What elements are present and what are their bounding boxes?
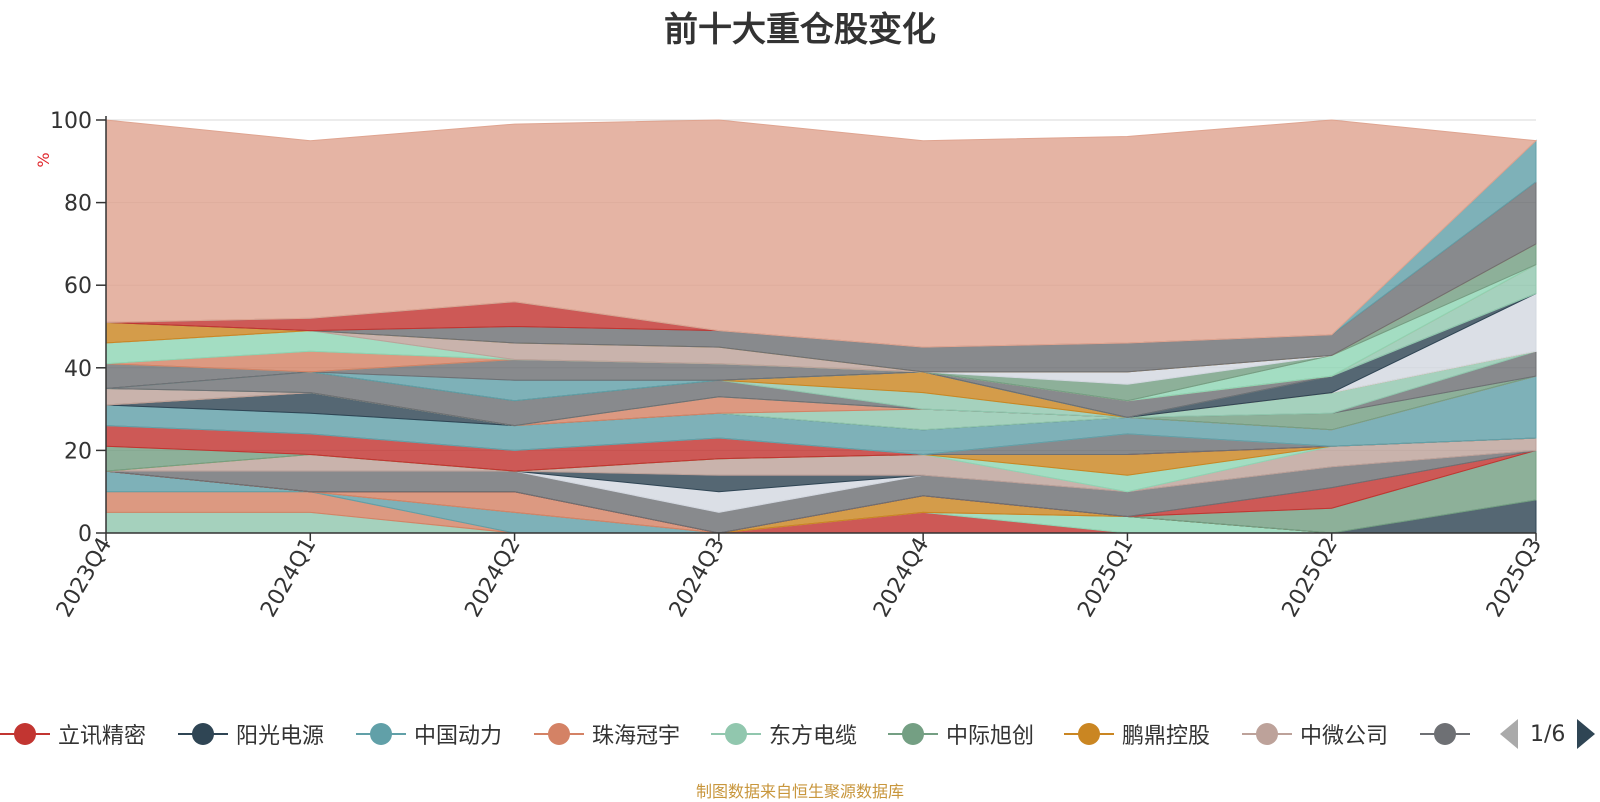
area-series — [105, 119, 1538, 348]
legend-label: 中微公司 — [1300, 724, 1389, 749]
legend-item[interactable]: 中国动力 — [356, 714, 502, 754]
legend-label: 阳光电源 — [236, 724, 325, 749]
legend-marker-icon — [1064, 719, 1114, 749]
legend-label: 中国动力 — [414, 724, 503, 749]
legend-marker-icon — [1242, 719, 1292, 749]
legend-label: 珠海冠宇 — [592, 724, 681, 749]
legend-item[interactable]: 鹏鼎控股 — [1064, 714, 1210, 754]
legend-marker-icon — [888, 719, 938, 749]
legend-marker-icon — [711, 719, 761, 749]
x-tick-label: 2025Q3 — [1482, 534, 1547, 622]
data-source-note: 制图数据来自恒生聚源数据库 — [695, 782, 904, 801]
legend-pager: 1/6 — [1500, 716, 1596, 752]
legend-marker-icon — [0, 719, 50, 749]
y-tick-label: 60 — [64, 274, 92, 299]
legend-item[interactable]: 阳光电源 — [178, 714, 324, 754]
legend: 立讯精密 阳光电源 中国动力 珠海冠宇 东方电缆 中际旭创 鹏鼎控股 中微公司 中 — [0, 714, 1470, 754]
chart-title: 前十大重仓股变化 — [664, 10, 936, 50]
y-tick-label: 40 — [64, 357, 92, 382]
x-tick-label: 2025Q1 — [1073, 534, 1138, 622]
legend-label: 中际旭创 — [946, 724, 1035, 749]
y-tick-label: 100 — [50, 109, 92, 134]
legend-prev-page-button[interactable] — [1500, 719, 1518, 749]
y-tick-label: 80 — [64, 192, 92, 217]
x-tick-label: 2024Q1 — [256, 534, 321, 622]
x-tick-label: 2025Q2 — [1278, 534, 1343, 622]
legend-next-page-button[interactable] — [1577, 719, 1596, 749]
x-tick-label: 2024Q2 — [460, 534, 525, 622]
y-tick-label: 20 — [64, 439, 92, 464]
y-axis-label: % — [34, 152, 53, 167]
x-tick-label: 2024Q3 — [665, 534, 730, 622]
legend-item[interactable]: 中际旭创 — [888, 714, 1034, 754]
y-tick-label: 0 — [78, 522, 92, 547]
legend-item[interactable]: 珠海冠宇 — [534, 714, 680, 754]
legend-item[interactable]: 东方电缆 — [711, 714, 857, 754]
legend-label: 鹏鼎控股 — [1122, 724, 1211, 749]
legend-label: 立讯精密 — [58, 724, 147, 749]
legend-item[interactable]: 立讯精密 — [0, 714, 146, 754]
legend-page-indicator: 1/6 — [1530, 721, 1566, 747]
legend-marker-icon — [356, 719, 406, 749]
legend-item[interactable]: 中微公司 — [1242, 714, 1388, 754]
legend-marker-icon — [178, 719, 228, 749]
legend-marker-icon — [534, 719, 584, 749]
legend-marker-icon — [1420, 719, 1470, 749]
x-tick-label: 2024Q4 — [869, 534, 934, 622]
legend-label: 东方电缆 — [769, 724, 858, 749]
legend-item[interactable]: 中 — [1420, 714, 1470, 754]
